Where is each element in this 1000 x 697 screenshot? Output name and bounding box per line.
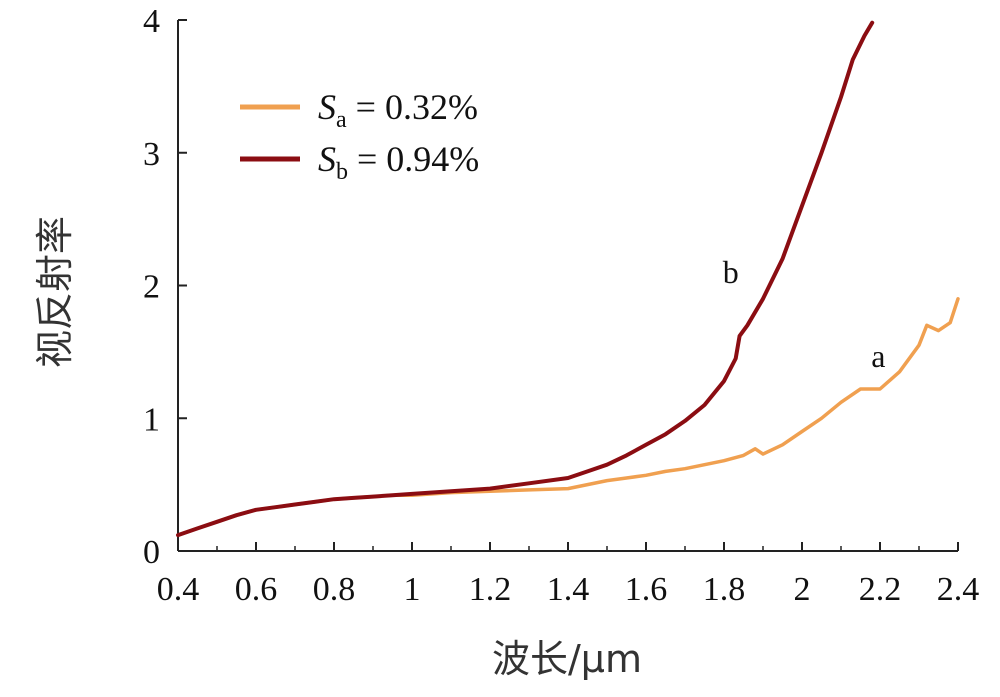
axes: 0.4 0.6 0.8 1 1.2 1.4 1.6 1.8 2 2.2 2.4 0 1 2 3 4	[143, 3, 979, 608]
y-tick-label: 1	[143, 401, 160, 438]
series-line-a	[176, 297, 960, 537]
x-tick-label: 0.8	[313, 571, 356, 608]
x-tick-label: 1	[404, 571, 421, 608]
x-tick-label: 1.4	[547, 571, 590, 608]
y-tick-label: 3	[143, 136, 160, 173]
y-axis-title: 视反射率	[33, 216, 77, 368]
y-tick-label: 0	[143, 534, 160, 571]
x-tick-label: 1.6	[625, 571, 668, 608]
legend: Sa = 0.32% Sb = 0.94%	[240, 87, 479, 185]
y-tick-label: 2	[143, 269, 160, 306]
x-axis-title: 波长/μm	[492, 637, 642, 681]
x-tick-label: 1.2	[469, 571, 512, 608]
x-tick-label: 2	[794, 571, 811, 608]
legend-entry-b: Sb = 0.94%	[318, 139, 479, 185]
x-tick-label: 2.2	[859, 571, 902, 608]
x-tick-label: 1.8	[703, 571, 746, 608]
x-tick-label: 0.6	[235, 571, 278, 608]
x-tick-label: 0.4	[157, 571, 200, 608]
x-tick-label: 2.4	[937, 571, 980, 608]
y-tick-label: 4	[143, 3, 160, 40]
series-label-b: b	[723, 254, 739, 290]
legend-entry-a: Sa = 0.32%	[318, 87, 478, 133]
series-label-a: a	[871, 338, 885, 374]
series-line-b	[176, 20, 875, 538]
series-area: ab	[176, 20, 960, 538]
